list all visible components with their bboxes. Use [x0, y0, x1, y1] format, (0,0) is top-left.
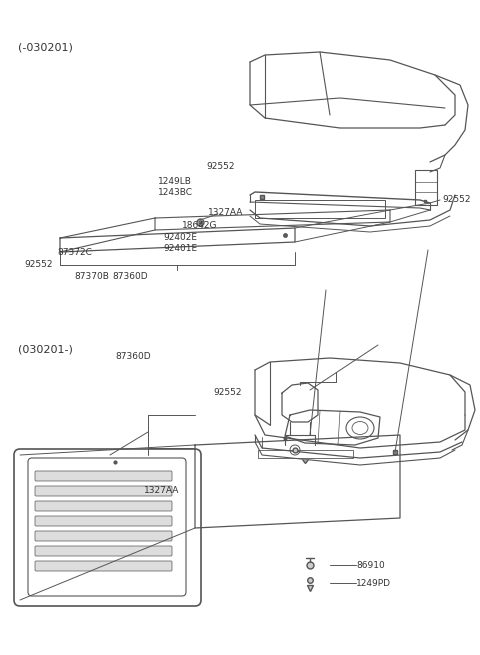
FancyBboxPatch shape: [35, 531, 172, 541]
Text: 87360D: 87360D: [115, 352, 151, 362]
Bar: [255, 200, 385, 218]
Text: 18642G: 18642G: [182, 221, 218, 230]
Text: 1249PD: 1249PD: [356, 579, 391, 588]
Text: 92401E: 92401E: [163, 244, 197, 253]
FancyBboxPatch shape: [35, 516, 172, 526]
FancyBboxPatch shape: [35, 561, 172, 571]
Text: 1243BC: 1243BC: [158, 188, 193, 197]
Text: 92402E: 92402E: [163, 233, 197, 242]
Text: 92552: 92552: [24, 260, 52, 269]
Bar: [258, 450, 353, 458]
Text: 87360D: 87360D: [112, 272, 148, 281]
Text: 1327AA: 1327AA: [208, 208, 243, 217]
FancyBboxPatch shape: [35, 501, 172, 511]
Text: (030201-): (030201-): [18, 345, 73, 355]
Text: 87372C: 87372C: [58, 248, 93, 257]
Text: 92552: 92552: [206, 162, 235, 172]
Text: 86910: 86910: [356, 561, 385, 570]
Text: (-030201): (-030201): [18, 42, 73, 52]
Text: 92552: 92552: [442, 195, 470, 204]
Text: 1327AA: 1327AA: [144, 486, 180, 495]
FancyBboxPatch shape: [35, 486, 172, 496]
Text: 87370B: 87370B: [74, 272, 109, 281]
FancyBboxPatch shape: [35, 546, 172, 556]
Bar: [415, 170, 437, 205]
Text: 92552: 92552: [214, 388, 242, 397]
FancyBboxPatch shape: [35, 471, 172, 481]
Text: 1249LB: 1249LB: [158, 177, 192, 186]
